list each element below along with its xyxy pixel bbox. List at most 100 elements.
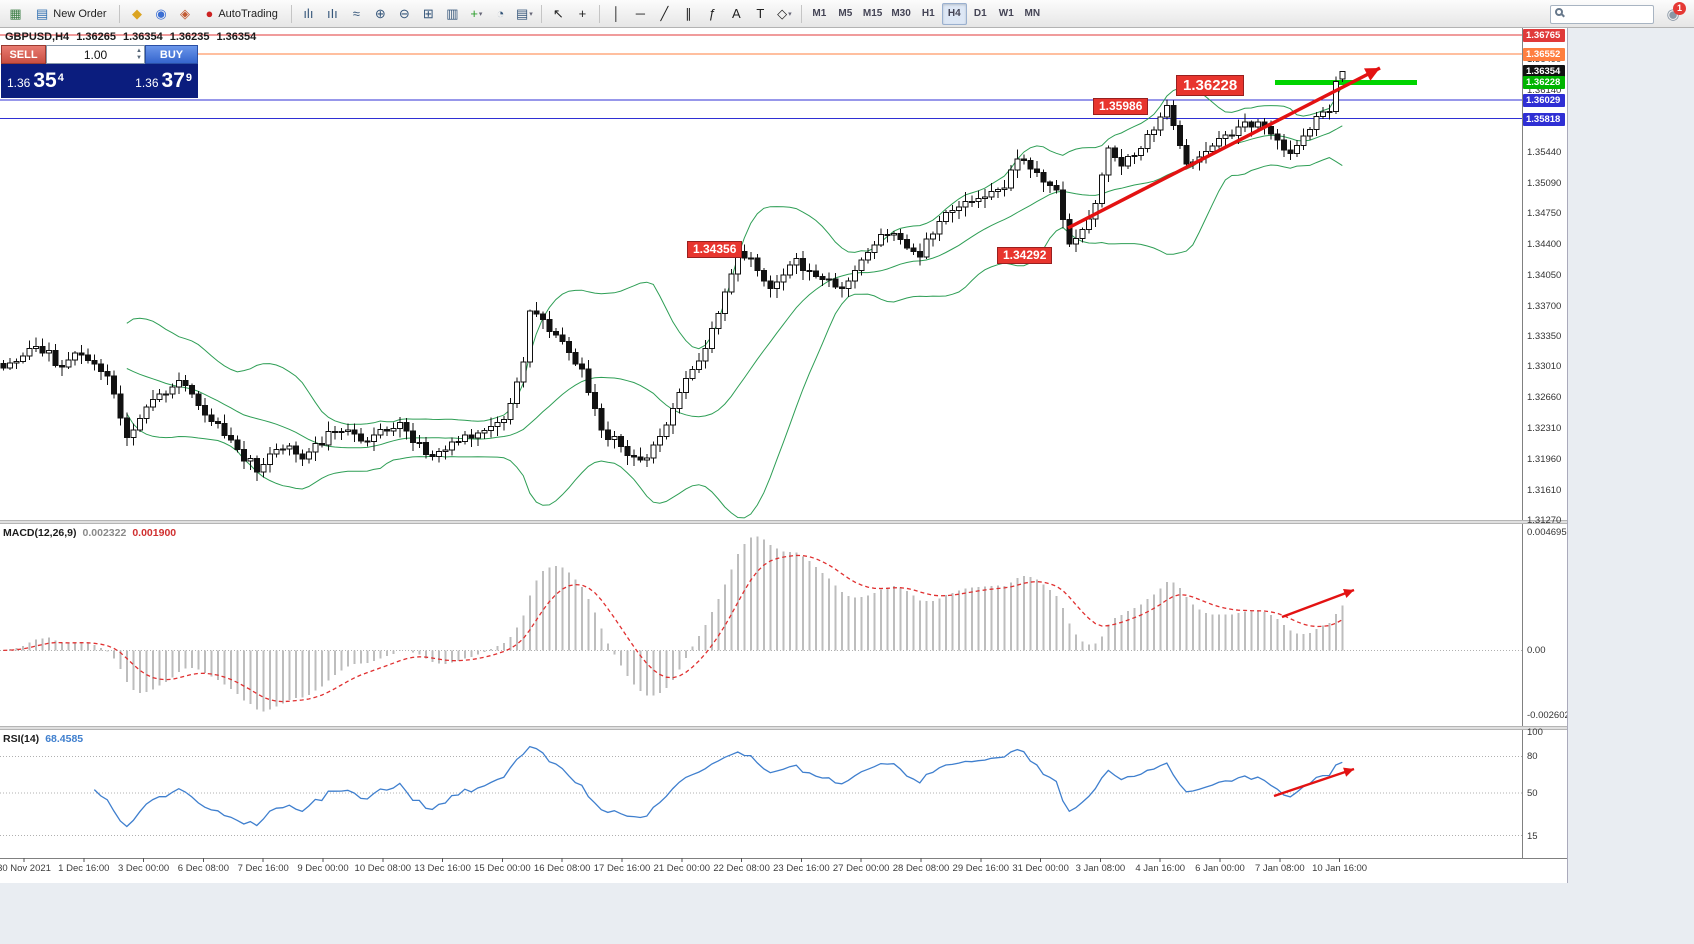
timeframe-m5-button[interactable]: M5 — [838, 8, 853, 19]
spinner-up-icon[interactable]: ▲ — [136, 48, 142, 54]
tile-windows-icon: ⊞ — [422, 6, 434, 21]
new-order-button[interactable]: ▤ New Order — [28, 3, 114, 25]
sell-button[interactable]: SELL — [1, 45, 46, 64]
ask-price-point: 9 — [185, 72, 192, 84]
period-clock-icon: ◔ — [496, 6, 505, 21]
market-icon[interactable]: ◈ — [173, 3, 196, 25]
main-toolbar: ▦ ▤ New Order ◆ ◉ ◈ ● AutoTrading ılı ıIı ≈ ⊕ ⊖ ⊞ ▥ + ▾ ◔… — [0, 0, 1694, 28]
bid-price-major: 1.36 — [7, 76, 31, 90]
shapes-icon: ◇ — [777, 6, 788, 21]
zoom-out-icon[interactable]: ⊖ — [393, 3, 416, 25]
period-clock-icon[interactable]: ◔ — [489, 3, 512, 25]
chart-window-icon: ▦ — [9, 6, 22, 21]
chart-symbol-ohlc: GBPUSD,H4 1.36265 1.36354 1.36235 1.3635… — [5, 31, 256, 43]
dropdown-arrow-icon: ▾ — [529, 10, 533, 18]
timeframe-w1-button[interactable]: W1 — [998, 8, 1014, 19]
spinner-down-icon[interactable]: ▼ — [136, 55, 142, 61]
volume-input[interactable]: 1.00 ▲ ▼ — [46, 45, 145, 64]
timeframe-mn-button[interactable]: MN — [1024, 8, 1041, 19]
crosshair-icon[interactable]: + — [571, 3, 594, 25]
timeframe-h4-button[interactable]: H4 — [941, 2, 967, 25]
new-indicator-icon[interactable]: + ▾ — [465, 3, 488, 25]
bid-price: 1.36 35 4 — [7, 69, 64, 93]
rsi-name: RSI(14) — [3, 733, 40, 745]
volume-value: 1.00 — [83, 47, 108, 62]
bars-style-icon: ıIı — [326, 6, 338, 21]
equidistant-channel-icon: ∥ — [685, 6, 692, 21]
notification-badge: 1 — [1673, 1, 1686, 15]
autotrading-button[interactable]: ● AutoTrading — [197, 3, 285, 25]
workspace-background — [0, 883, 1569, 944]
toolbar-separator — [540, 4, 542, 23]
profiles-icon[interactable]: ◆ — [125, 3, 148, 25]
timeframe-m15-button[interactable]: M15 — [862, 8, 883, 19]
bollinger-middle-line — [126, 125, 1343, 449]
toolbar-separator — [800, 4, 802, 23]
bid-ask-display: 1.36 35 4 1.36 37 9 — [1, 64, 198, 98]
panel-resize-handle[interactable] — [0, 520, 1567, 524]
trendline-icon[interactable]: ╱ — [653, 3, 676, 25]
cascade-windows-icon: ▥ — [446, 6, 459, 21]
notifications-button[interactable]: ◉ 1 — [1662, 1, 1686, 25]
rsi-arrow-head — [1343, 767, 1354, 777]
macd-value-main: 0.002322 — [82, 527, 127, 539]
vertical-line-icon[interactable]: │ — [605, 3, 628, 25]
ohlc-high: 1.36354 — [122, 31, 163, 43]
search-icon — [1555, 8, 1563, 16]
timeframe-m30-button[interactable]: M30 — [891, 8, 911, 19]
templates-icon[interactable]: ▤ ▾ — [513, 3, 536, 25]
order-controls-row: SELL 1.00 ▲ ▼ BUY — [1, 45, 198, 64]
templates-icon: ▤ — [515, 6, 529, 21]
macd-signal-line — [3, 554, 1343, 703]
macd-arrow — [1281, 588, 1355, 619]
bollinger-lower-line — [126, 157, 1343, 519]
panel-resize-handle[interactable] — [0, 726, 1567, 730]
macd-arrow-head — [1343, 588, 1354, 598]
community-icon[interactable]: ◉ — [149, 3, 172, 25]
bid-price-pips: 35 — [33, 69, 57, 92]
cascade-windows-icon[interactable]: ▥ — [441, 3, 464, 25]
dropdown-arrow-icon: ▾ — [478, 10, 483, 18]
chart-canvas[interactable] — [0, 28, 1568, 883]
toolbar-right-group: ◉ 1 — [1550, 1, 1690, 25]
timeframe-m1-button[interactable]: M1 — [812, 8, 827, 19]
one-click-trading-panel: SELL 1.00 ▲ ▼ BUY 1.36 35 4 1.36 37 9 — [1, 45, 198, 98]
timeframe-h1-button[interactable]: H1 — [921, 8, 935, 19]
ask-price: 1.36 37 9 — [135, 69, 192, 93]
tile-windows-icon[interactable]: ⊞ — [417, 3, 440, 25]
cursor-icon[interactable]: ↖ — [547, 3, 570, 25]
trend-arrow-head — [1364, 68, 1380, 81]
ohlc-close: 1.36354 — [216, 31, 257, 43]
crosshair-icon: + — [578, 6, 587, 21]
zoom-in-icon[interactable]: ⊕ — [369, 3, 392, 25]
text-icon[interactable]: A — [725, 3, 748, 25]
horizontal-line-icon[interactable]: ─ — [629, 3, 652, 25]
label-icon: T — [756, 6, 765, 21]
indicators-icon: ılı — [303, 6, 314, 21]
indicators-icon[interactable]: ılı — [297, 3, 320, 25]
buy-button[interactable]: BUY — [145, 45, 198, 64]
timeframe-d1-button[interactable]: D1 — [973, 8, 987, 19]
zoom-out-icon: ⊖ — [398, 6, 410, 21]
ohlc-open: 1.36265 — [76, 31, 116, 43]
autotrading-icon: ● — [205, 6, 214, 21]
profiles-icon: ◆ — [131, 6, 142, 21]
macd-label: MACD(12,26,9) 0.002322 0.001900 — [3, 527, 176, 539]
autotrading-button-label: AutoTrading — [218, 7, 278, 20]
rsi-value: 68.4585 — [45, 733, 84, 745]
new-order-button-label: New Order — [53, 7, 107, 20]
label-icon[interactable]: T — [749, 3, 772, 25]
equidistant-channel-icon[interactable]: ∥ — [677, 3, 700, 25]
line-style-icon[interactable]: ≈ — [345, 3, 368, 25]
line-style-icon: ≈ — [352, 6, 360, 21]
search-input[interactable] — [1550, 4, 1654, 24]
rsi-arrow — [1273, 767, 1355, 798]
market-icon: ◈ — [179, 6, 190, 21]
shapes-icon[interactable]: ◇ ▾ — [773, 3, 796, 25]
rsi-line — [93, 745, 1343, 828]
fibonacci-icon[interactable]: ƒ — [701, 3, 724, 25]
volume-spinner[interactable]: ▲ ▼ — [136, 48, 142, 62]
chart-window-icon[interactable]: ▦ — [4, 3, 27, 25]
bars-style-icon[interactable]: ıIı — [321, 3, 344, 25]
vertical-line-icon: │ — [612, 6, 621, 21]
